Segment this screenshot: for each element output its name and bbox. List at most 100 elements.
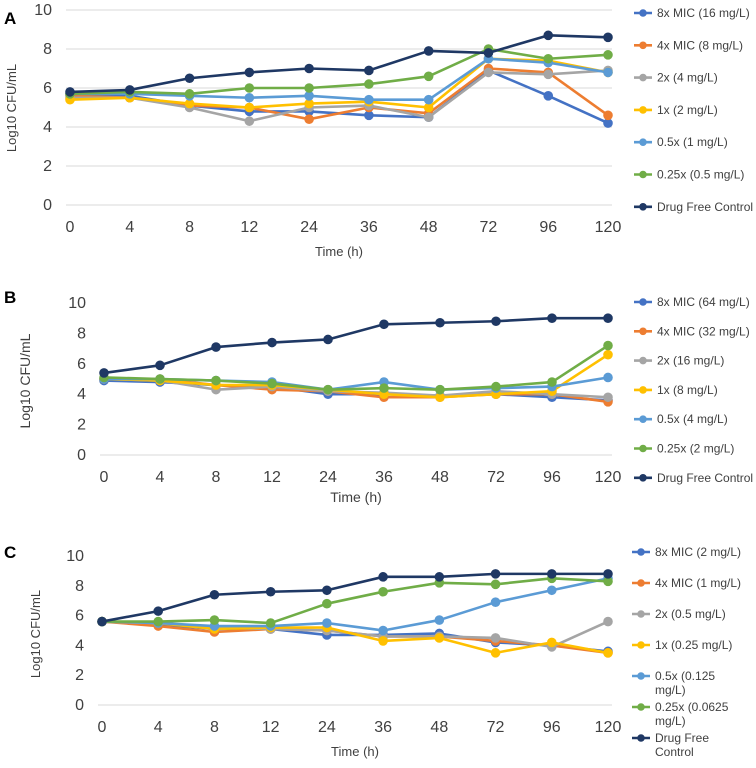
legend-swatch-marker: [639, 41, 647, 50]
legend: 8x MIC (64 mg/L) 4x MIC (32 mg/L) 2x (16 m…: [634, 295, 753, 485]
data-point: [547, 377, 557, 387]
data-point: [378, 586, 388, 597]
legend-item: Drug Free Control: [634, 200, 753, 214]
data-point: [603, 569, 613, 579]
data-point: [546, 569, 557, 579]
legend-swatch-marker: [637, 734, 645, 742]
legend-label: 8x MIC (2 mg/L): [655, 545, 741, 559]
data-point: [490, 648, 501, 658]
panel-label: A: [4, 9, 16, 28]
legend-swatch-marker: [637, 641, 645, 649]
data-point: [211, 375, 221, 386]
series-line: [103, 353, 609, 399]
legend-swatch-marker: [637, 610, 645, 618]
legend-label: 4x MIC (8 mg/L): [657, 38, 743, 52]
data-point: [304, 114, 314, 124]
x-tick-label: 24: [318, 719, 336, 736]
x-tick-label: 24: [319, 469, 337, 486]
legend-swatch-marker: [639, 138, 647, 146]
y-axis-title: Log10 CFU/mL: [4, 64, 19, 152]
series-7: [99, 313, 613, 378]
data-point: [434, 633, 445, 643]
data-point: [267, 378, 277, 389]
y-tick-label: 6: [43, 80, 52, 97]
x-tick-label: 96: [543, 469, 561, 486]
data-point: [209, 615, 220, 625]
legend-item: 1x (2 mg/L): [634, 103, 718, 117]
legend-label: 0.25x (2 mg/L): [657, 442, 734, 456]
legend-label: 0.5x (0.125: [655, 669, 715, 683]
legend-item: 1x (8 mg/L): [634, 383, 718, 397]
data-point: [378, 636, 388, 646]
data-point: [435, 384, 445, 395]
legend-label: 2x (0.5 mg/L): [655, 607, 726, 621]
series-line: [69, 57, 609, 109]
legend-swatch-marker: [639, 386, 647, 394]
panel-label: C: [4, 543, 16, 562]
legend-swatch-marker: [639, 474, 647, 482]
legend-label: 0.25x (0.0625: [655, 700, 729, 714]
legend-label: 4x MIC (32 mg/L): [657, 324, 750, 338]
data-point: [603, 340, 613, 351]
legend-label: mg/L): [655, 683, 686, 697]
legend-swatch-marker: [639, 73, 647, 82]
data-point: [491, 381, 501, 392]
x-axis-title: Time (h): [315, 244, 363, 259]
data-point: [244, 102, 255, 113]
y-tick-label: 6: [75, 608, 84, 625]
x-tick-label: 96: [539, 219, 557, 236]
data-point: [267, 337, 277, 348]
legend-swatch-marker: [639, 298, 647, 306]
legend-label: 0.25x (0.5 mg/L): [657, 168, 744, 182]
data-point: [322, 618, 332, 628]
legend-label: 1x (2 mg/L): [657, 103, 718, 117]
x-tick-label: 48: [430, 719, 448, 736]
series-4: [65, 53, 613, 113]
series-7: [97, 569, 613, 627]
legend-label: 0.5x (1 mg/L): [657, 135, 728, 149]
x-tick-label: 0: [98, 719, 107, 736]
x-tick-label: 36: [360, 219, 378, 236]
data-point: [364, 65, 374, 76]
series-line: [101, 572, 608, 623]
series-line: [101, 577, 609, 632]
series-line: [103, 344, 609, 391]
y-tick-label: 0: [43, 197, 52, 214]
data-point: [378, 625, 388, 636]
data-point: [155, 360, 165, 371]
y-tick-label: 0: [77, 447, 86, 464]
y-axis-title: Log10 CFU/mL: [28, 590, 43, 678]
legend-swatch-marker: [637, 548, 645, 556]
data-point: [423, 94, 434, 105]
legend-label: 4x MIC (1 mg/L): [655, 576, 741, 590]
data-point: [379, 383, 389, 393]
data-point: [184, 73, 195, 84]
data-point: [99, 368, 109, 378]
data-point: [603, 616, 613, 627]
legend-item: 1x (0.25 mg/L): [632, 638, 732, 652]
legend-label: Drug Free Control: [657, 200, 753, 214]
legend-swatch-marker: [639, 327, 647, 336]
legend-swatch-marker: [639, 203, 647, 211]
legend-label: 1x (0.25 mg/L): [655, 638, 732, 652]
data-point: [211, 342, 221, 352]
legend-swatch-marker: [639, 444, 647, 453]
legend-label: Drug Free Control: [657, 471, 753, 485]
data-point: [323, 334, 333, 345]
series-5: [65, 53, 613, 105]
x-tick-label: 24: [300, 219, 318, 236]
legend-swatch-marker: [637, 703, 645, 711]
legend-item: 0.25x (0.5 mg/L): [634, 168, 744, 182]
data-point: [547, 313, 557, 324]
x-tick-label: 0: [100, 469, 109, 486]
legend-item: 4x MIC (32 mg/L): [634, 324, 750, 338]
series-line: [69, 34, 609, 94]
legend-swatch-marker: [639, 9, 647, 17]
data-point: [244, 67, 255, 78]
x-tick-label: 8: [210, 719, 219, 736]
data-point: [244, 116, 255, 126]
y-tick-label: 8: [77, 325, 86, 342]
data-point: [483, 67, 494, 78]
data-point: [490, 633, 501, 643]
